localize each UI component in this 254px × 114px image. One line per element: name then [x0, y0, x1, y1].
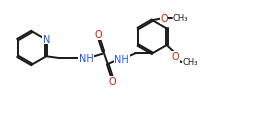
Text: CH₃: CH₃	[172, 14, 188, 23]
Text: N: N	[43, 34, 50, 44]
Text: O: O	[108, 77, 116, 87]
Text: O: O	[160, 14, 167, 24]
Text: NH: NH	[78, 54, 93, 64]
Text: CH₃: CH₃	[182, 58, 198, 67]
Text: NH: NH	[114, 54, 129, 64]
Text: O: O	[94, 30, 102, 40]
Text: O: O	[171, 52, 179, 62]
